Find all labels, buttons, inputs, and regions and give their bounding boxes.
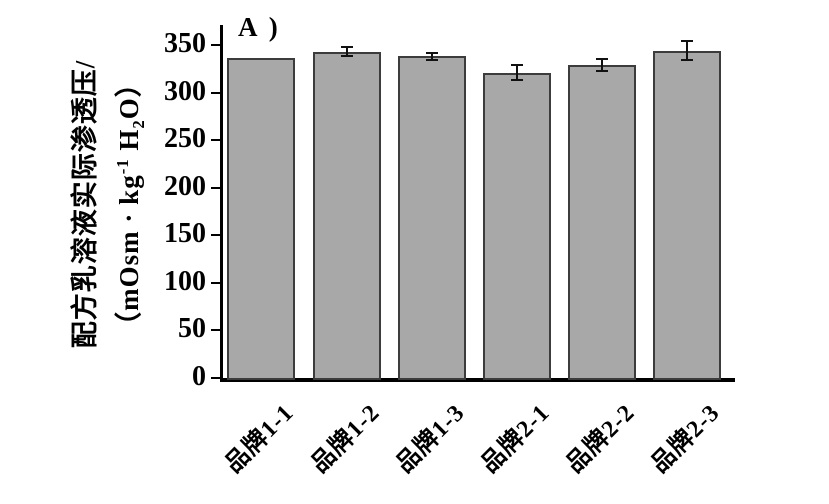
- bar: [313, 51, 381, 380]
- error-bar-cap-top: [511, 63, 523, 66]
- error-bar-cap-top: [341, 45, 353, 48]
- bar: [227, 58, 295, 380]
- bar: [568, 64, 636, 380]
- error-bar-line: [686, 41, 688, 61]
- x-tick-label: 品牌1-3: [391, 399, 471, 479]
- error-bar-line: [346, 46, 348, 57]
- error-bar-line: [516, 64, 518, 81]
- y-tick: [211, 234, 220, 237]
- error-bar-cap-bottom: [341, 55, 353, 58]
- x-tick-label: 品牌1-2: [306, 399, 386, 479]
- bar: [398, 56, 466, 380]
- error-bar-cap-bottom: [681, 59, 693, 62]
- y-tick-label: 150: [164, 218, 206, 250]
- bar: [653, 50, 721, 380]
- y-tick-label: 200: [164, 170, 206, 202]
- y-tick: [211, 186, 220, 189]
- error-bar-cap-top: [681, 40, 693, 43]
- x-tick-label: 品牌2-1: [476, 399, 556, 479]
- y-tick-label: 50: [178, 313, 206, 345]
- error-bar-cap-bottom: [511, 79, 523, 82]
- y-tick-label: 250: [164, 123, 206, 155]
- y-tick: [211, 44, 220, 46]
- x-tick-label: 品牌1-1: [220, 399, 300, 479]
- y-tick-label: 0: [192, 361, 206, 392]
- y-tick: [211, 329, 220, 332]
- error-bar-cap-top: [426, 51, 438, 54]
- error-bar-cap-bottom: [426, 59, 438, 62]
- error-bar-line: [601, 59, 603, 71]
- y-tick: [211, 139, 220, 142]
- x-axis-line: [220, 378, 735, 382]
- y-tick-label: 300: [164, 75, 206, 107]
- y-axis-line: [220, 25, 223, 382]
- x-tick-label: 品牌2-2: [561, 399, 641, 479]
- y-tick: [211, 91, 220, 94]
- y-tick: [211, 281, 220, 284]
- y-tick: [211, 377, 220, 379]
- x-tick-label: 品牌2-3: [646, 399, 726, 479]
- y-tick-label: 100: [164, 265, 206, 297]
- error-bar-cap-top: [596, 58, 608, 61]
- panel-label: A ): [238, 12, 281, 42]
- bar: [483, 72, 551, 380]
- error-bar-line: [431, 52, 433, 61]
- error-bar-cap-bottom: [596, 69, 608, 72]
- y-tick-label: 350: [164, 28, 206, 59]
